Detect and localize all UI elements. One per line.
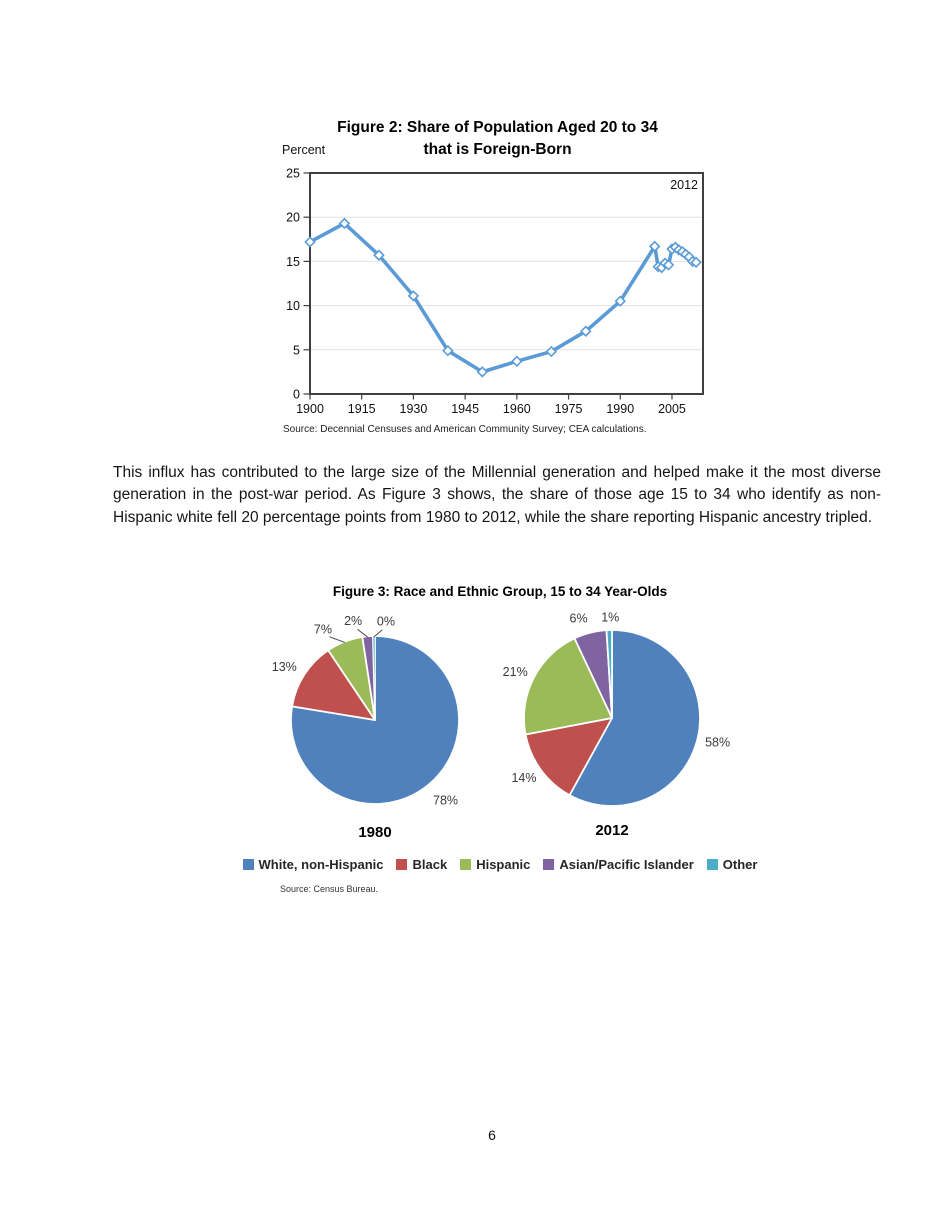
page-number: 6 (488, 1127, 496, 1143)
pie-data-label: 1% (601, 611, 619, 625)
legend-swatch-icon (242, 859, 254, 870)
pie-slice-black (291, 649, 376, 721)
data-point-marker (511, 355, 523, 368)
x-tick-label: 1915 (348, 402, 376, 416)
pie-data-label: 0% (377, 615, 395, 629)
legend-item-black: Black (396, 857, 447, 872)
data-point-marker (407, 290, 420, 302)
figure2-title-line2: that is Foreign-Born (423, 141, 572, 158)
plot-border (309, 172, 704, 395)
legend-swatch-icon (543, 859, 555, 870)
legend-item-hispanic: Hispanic (460, 857, 530, 872)
pie-data-label: 58% (705, 736, 730, 750)
pie-slice-black (524, 717, 613, 796)
y-tick-label: 25 (286, 167, 300, 181)
label-leader-line (357, 628, 369, 638)
pie-data-label: 13% (272, 660, 297, 674)
pie-data-label: 21% (503, 665, 528, 679)
label-leader-line (329, 636, 346, 644)
x-tick-label: 2005 (658, 402, 686, 416)
legend-label: White, non-Hispanic (258, 857, 384, 872)
figure3-source: Source: Census Bureau. (280, 884, 379, 894)
figure3-legend: White, non-Hispanic Black Hispanic Asian/Pa… (115, 857, 885, 872)
data-point-marker (476, 366, 489, 378)
data-point-marker (304, 236, 316, 248)
data-point-marker (545, 345, 558, 358)
pie-slice-white-non-hispanic (290, 635, 460, 805)
label-leader-line (373, 629, 383, 638)
figure2-line-chart: 0 5 10 15 20 25 1900 1915 1930 1945 1960 1975 1990 20… (286, 167, 704, 416)
legend-item-white-non-hispanic: White, non-Hispanic (242, 857, 384, 872)
figure3-title: Figure 3: Race and Ethnic Group, 15 to 3… (332, 584, 668, 599)
x-tick-label: 1975 (555, 402, 583, 416)
data-point-marker (690, 256, 702, 269)
legend-item-asian-pacific-islander: Asian/Pacific Islander (543, 857, 694, 872)
pie-data-label: 7% (314, 622, 332, 636)
pie-data-label: 2% (344, 614, 362, 628)
pie-slice-other (605, 629, 613, 719)
body-paragraph: This influx has contributed to the large… (113, 464, 881, 526)
legend-item-other: Other (706, 857, 758, 872)
figure3-pie-charts: 78% 13% 7% 2% 0% 1980 58% 14% 21% 6% 1% 2012 (272, 611, 730, 841)
x-tick-label: 1990 (606, 402, 634, 416)
legend-label: Other (722, 857, 758, 872)
legend-swatch-icon (460, 859, 472, 870)
y-tick-label: 0 (293, 388, 300, 402)
pie-data-label: 78% (433, 794, 458, 808)
pie-data-label: 14% (511, 771, 536, 785)
legend-label: Hispanic (476, 857, 531, 872)
year-2012-annotation: 2012 (670, 178, 698, 192)
figure2-title-line1: Figure 2: Share of Population Aged 20 to… (337, 119, 658, 136)
figure2-source: Source: Decennial Censuses and American … (283, 424, 647, 435)
pie-slice-white-non-hispanic (568, 629, 701, 807)
data-point-marker (442, 344, 454, 357)
pie-slice-hispanic (523, 637, 613, 736)
legend-label: Black (412, 857, 448, 872)
data-point-marker (373, 249, 385, 261)
y-tick-label: 10 (286, 299, 300, 313)
x-tick-label: 1930 (400, 402, 428, 416)
figure2-title: Figure 2: Share of Population Aged 20 to… (270, 117, 725, 161)
x-tick-label: 1960 (503, 402, 531, 416)
pie-year-label: 2012 (595, 822, 628, 839)
y-tick-label: 5 (293, 343, 300, 357)
data-point-marker (338, 217, 351, 230)
legend-swatch-icon (706, 859, 718, 870)
y-tick-label: 20 (286, 211, 300, 225)
data-point-marker (580, 325, 592, 337)
x-tick-label: 1900 (296, 402, 324, 416)
legend-label: Asian/Pacific Islander (559, 857, 694, 872)
percent-axis-unit-label: Percent (282, 143, 326, 157)
data-point-marker (662, 259, 675, 271)
legend-swatch-icon (396, 859, 408, 870)
y-tick-label: 15 (286, 255, 300, 269)
x-tick-label: 1945 (451, 402, 479, 416)
data-point-marker (649, 240, 661, 253)
pie-data-label: 6% (570, 612, 588, 626)
pie-year-label: 1980 (358, 824, 391, 841)
data-point-marker (614, 295, 626, 307)
